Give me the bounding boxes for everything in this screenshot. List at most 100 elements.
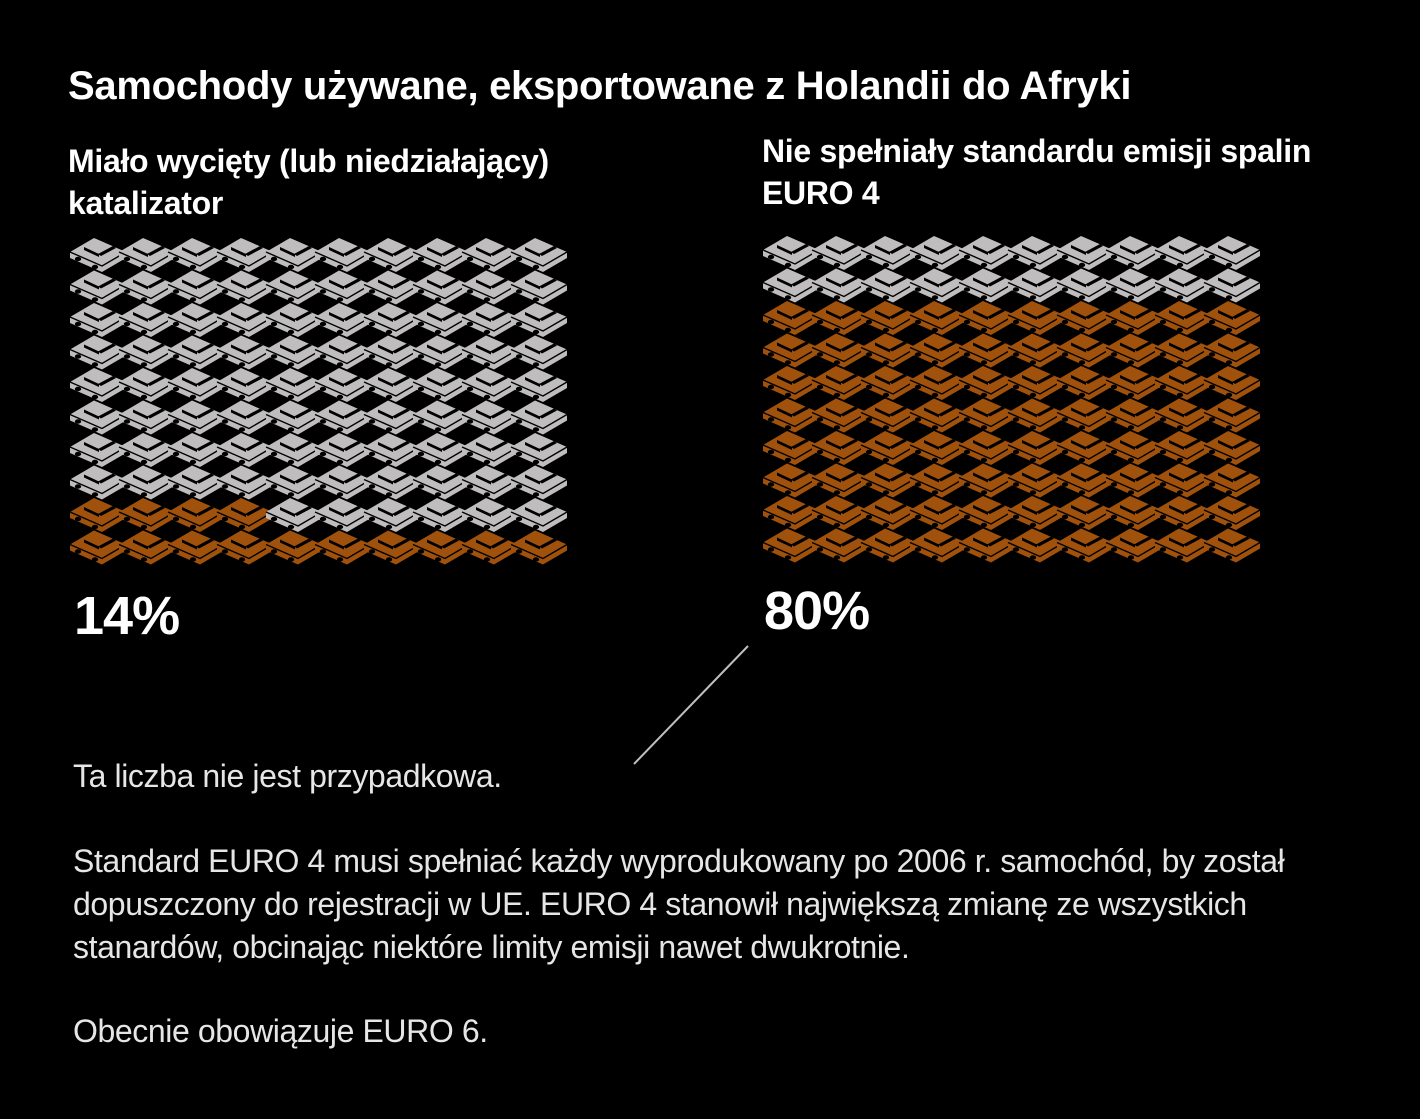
car-icon	[118, 400, 176, 435]
car-icon-highlighted	[1056, 431, 1114, 465]
car-icon	[510, 433, 568, 467]
car-icon	[118, 270, 176, 305]
car-icon-highlighted	[909, 333, 967, 368]
car-icon-highlighted	[860, 496, 918, 530]
car-icon-highlighted	[1056, 463, 1114, 498]
car-icon-highlighted	[69, 530, 127, 565]
car-icon	[363, 270, 421, 305]
car-icon	[118, 335, 176, 370]
car-icon	[118, 433, 176, 467]
car-icon	[1056, 236, 1114, 270]
car-icon-highlighted	[412, 530, 470, 565]
car-icon-highlighted	[1203, 398, 1261, 433]
car-icon-highlighted	[811, 333, 869, 368]
car-icon	[363, 238, 421, 272]
car-icon	[69, 465, 127, 500]
car-icon-highlighted	[1105, 431, 1163, 465]
car-icon	[510, 303, 568, 337]
car-icon	[412, 335, 470, 370]
car-icon	[167, 400, 225, 435]
car-icon-highlighted	[1105, 301, 1163, 335]
car-icon	[510, 238, 568, 272]
car-icon	[167, 335, 225, 370]
right-waffle-chart	[762, 236, 1261, 563]
car-icon	[216, 400, 274, 435]
car-icon	[1154, 236, 1212, 270]
car-icon	[216, 303, 274, 337]
car-icon-highlighted	[762, 333, 820, 368]
car-icon	[1007, 268, 1065, 303]
car-icon	[958, 268, 1016, 303]
car-icon	[1203, 236, 1261, 270]
car-icon	[216, 270, 274, 305]
car-icon	[265, 238, 323, 272]
car-icon	[216, 238, 274, 272]
car-icon	[909, 268, 967, 303]
car-icon	[412, 270, 470, 305]
car-icon	[461, 465, 519, 500]
car-icon-highlighted	[909, 528, 967, 563]
car-icon	[510, 335, 568, 370]
car-icon	[314, 433, 372, 467]
car-icon	[167, 303, 225, 337]
car-icon	[958, 236, 1016, 270]
car-icon-highlighted	[1203, 463, 1261, 498]
car-icon-highlighted	[860, 463, 918, 498]
car-icon	[363, 498, 421, 532]
car-icon	[412, 368, 470, 402]
car-icon	[510, 465, 568, 500]
note-paragraph-3: Obecnie obowiązuje EURO 6.	[73, 1013, 488, 1049]
car-icon	[510, 498, 568, 532]
car-icon	[363, 303, 421, 337]
car-icon-highlighted	[1154, 431, 1212, 465]
car-icon-highlighted	[265, 530, 323, 565]
car-icon	[69, 335, 127, 370]
car-icon	[1105, 236, 1163, 270]
car-icon	[118, 465, 176, 500]
car-icon	[265, 498, 323, 532]
car-icon-highlighted	[811, 528, 869, 563]
car-icon	[314, 400, 372, 435]
car-icon	[1154, 268, 1212, 303]
car-icon-highlighted	[909, 366, 967, 400]
car-icon-highlighted	[811, 496, 869, 530]
car-icon	[412, 303, 470, 337]
car-icon-highlighted	[1105, 398, 1163, 433]
car-icon	[1056, 268, 1114, 303]
car-icon	[461, 400, 519, 435]
car-icon-highlighted	[1056, 301, 1114, 335]
car-icon	[1007, 236, 1065, 270]
car-icon-highlighted	[1105, 333, 1163, 368]
car-icon-highlighted	[216, 498, 274, 532]
chart-title: Samochody używane, eksportowane z Holand…	[68, 64, 1132, 108]
car-icon-highlighted	[1203, 496, 1261, 530]
car-icon	[461, 433, 519, 467]
car-icon-highlighted	[1154, 528, 1212, 563]
car-icon	[69, 270, 127, 305]
left-waffle-chart	[69, 238, 568, 565]
car-icon-highlighted	[510, 530, 568, 565]
note-paragraph-2: Standard EURO 4 musi spełniać każdy wypr…	[73, 843, 1285, 965]
car-icon	[811, 236, 869, 270]
car-icon-highlighted	[167, 498, 225, 532]
car-icon-highlighted	[167, 530, 225, 565]
car-icon	[510, 400, 568, 435]
car-icon-highlighted	[1203, 366, 1261, 400]
car-icon	[510, 368, 568, 402]
car-icon-highlighted	[1056, 333, 1114, 368]
car-icon-highlighted	[860, 366, 918, 400]
car-icon-highlighted	[762, 463, 820, 498]
car-icon-highlighted	[1007, 333, 1065, 368]
right-chart-title: Nie spełniały standardu emisji spalin EU…	[762, 133, 1312, 211]
left-chart-title: Miało wycięty (lub niedziałający) katali…	[68, 143, 549, 221]
car-icon	[510, 270, 568, 305]
car-icon-highlighted	[1203, 431, 1261, 465]
car-icon-highlighted	[1154, 301, 1212, 335]
car-icon-highlighted	[1056, 366, 1114, 400]
car-icon-highlighted	[1203, 528, 1261, 563]
car-icon-highlighted	[1203, 333, 1261, 368]
car-icon-highlighted	[1007, 301, 1065, 335]
car-icon	[314, 270, 372, 305]
car-icon	[118, 238, 176, 272]
